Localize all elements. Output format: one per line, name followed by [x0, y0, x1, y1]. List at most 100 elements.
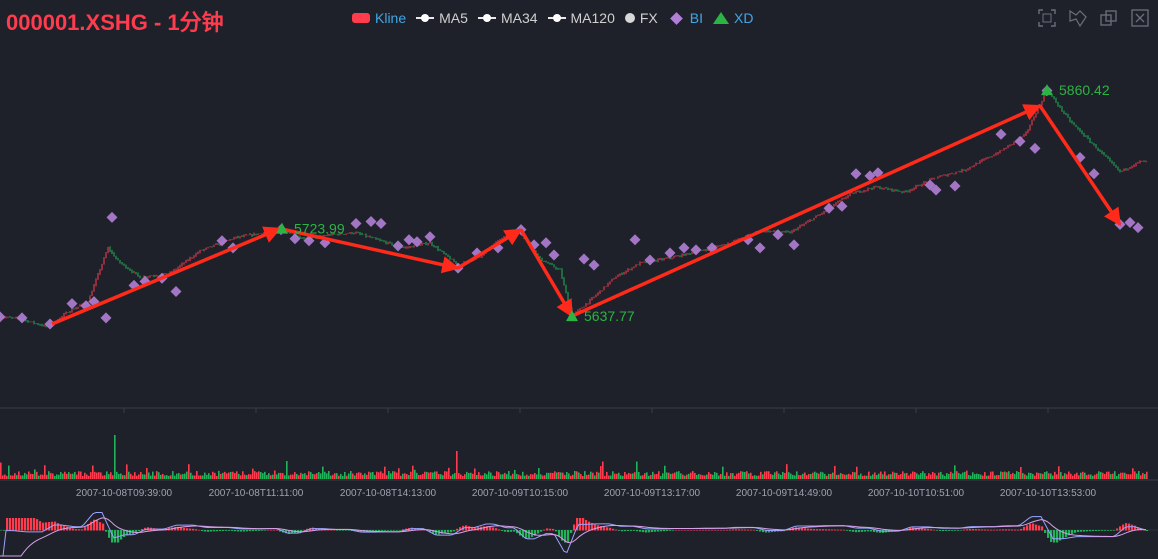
- volume-bar: [236, 471, 238, 479]
- volume-bar: [338, 475, 340, 479]
- volume-bar: [408, 475, 410, 479]
- volume-bar: [870, 475, 872, 479]
- macd-bar: [675, 529, 678, 531]
- macd-bar: [984, 529, 987, 531]
- macd-bar: [108, 530, 111, 538]
- volume-bar: [976, 473, 978, 479]
- volume-bar: [708, 472, 710, 479]
- macd-bar: [648, 530, 651, 533]
- volume-bar: [548, 472, 550, 479]
- volume-bar: [506, 474, 508, 479]
- save-image-icon[interactable]: [1130, 8, 1150, 28]
- macd-bar: [120, 530, 123, 540]
- volume-bar: [504, 472, 506, 479]
- x-tick-label: 2007-10-09T10:15:00: [472, 488, 569, 499]
- volume-bar: [460, 474, 462, 479]
- volume-bar: [8, 465, 10, 479]
- macd-bar: [1017, 529, 1020, 531]
- volume-bar: [1030, 472, 1032, 479]
- macd-bar: [1056, 530, 1059, 543]
- macd-bar: [486, 526, 489, 531]
- macd-bar: [57, 523, 60, 531]
- macd-bar: [1107, 530, 1110, 531]
- legend-item-kline[interactable]: Kline: [352, 10, 406, 26]
- restore-icon[interactable]: [1099, 8, 1119, 28]
- zoom-reset-icon[interactable]: [1068, 8, 1088, 28]
- macd-bar: [699, 529, 702, 531]
- volume-bar: [300, 472, 302, 479]
- volume-bar: [1014, 474, 1016, 479]
- macd-bar: [684, 529, 687, 531]
- legend-label: BI: [689, 10, 703, 26]
- macd-bar: [999, 529, 1002, 531]
- macd-bar: [1020, 528, 1023, 531]
- volume-bar: [672, 473, 674, 479]
- legend-item-ma5[interactable]: MA5: [416, 10, 468, 26]
- legend-item-xd[interactable]: XD: [713, 10, 753, 26]
- volume-bar: [706, 474, 708, 479]
- macd-bar: [180, 527, 183, 531]
- volume-bar: [160, 474, 162, 479]
- volume-bar: [866, 475, 868, 479]
- macd-bar: [1008, 529, 1011, 531]
- volume-bar: [98, 472, 100, 479]
- macd-bar: [315, 527, 318, 531]
- xd-marker: [276, 222, 288, 234]
- macd-bar: [189, 528, 192, 531]
- macd-bar: [747, 529, 750, 531]
- volume-bar: [74, 471, 76, 479]
- macd-bar: [654, 530, 657, 532]
- volume-bar: [754, 475, 756, 479]
- macd-bar: [690, 529, 693, 531]
- volume-bar: [980, 474, 982, 479]
- volume-bar: [128, 471, 130, 479]
- volume-bar: [768, 471, 770, 479]
- legend-item-bi[interactable]: BI: [668, 10, 703, 26]
- volume-bar: [0, 462, 2, 479]
- volume-bar: [986, 475, 988, 479]
- volume-bar: [948, 473, 950, 479]
- volume-bar: [742, 471, 744, 479]
- volume-bar: [120, 473, 122, 479]
- legend-item-fx[interactable]: FX: [624, 10, 658, 26]
- macd-bar: [876, 530, 879, 533]
- zoom-icon[interactable]: [1037, 8, 1057, 28]
- x-tick-label: 2007-10-10T10:51:00: [868, 488, 965, 499]
- macd-bar: [318, 528, 321, 531]
- bi-point: [392, 240, 404, 252]
- volume-bar: [1010, 474, 1012, 479]
- volume-bar: [422, 473, 424, 479]
- volume-bar: [494, 475, 496, 479]
- macd-bar: [732, 529, 735, 531]
- macd-bar: [516, 530, 519, 534]
- volume-bar: [350, 471, 352, 479]
- volume-bar: [582, 475, 584, 479]
- volume-bar: [1130, 474, 1132, 479]
- macd-bar: [192, 528, 195, 531]
- volume-bar: [984, 472, 986, 479]
- volume-bar: [1100, 472, 1102, 479]
- macd-bar: [771, 530, 774, 533]
- volume-bar: [982, 475, 984, 479]
- volume-bar: [154, 475, 156, 479]
- x-tick-label: 2007-10-09T14:49:00: [736, 488, 833, 499]
- volume-bar: [248, 474, 250, 479]
- legend-item-ma120[interactable]: MA120: [547, 10, 615, 26]
- legend-item-ma34[interactable]: MA34: [477, 10, 538, 26]
- macd-bar: [474, 527, 477, 531]
- macd-bar: [1095, 530, 1098, 531]
- macd-bar: [45, 522, 48, 531]
- volume-bar: [38, 475, 40, 479]
- macd-bar: [525, 530, 528, 539]
- macd-bar: [768, 530, 771, 533]
- macd-bar: [828, 529, 831, 531]
- macd-bar: [537, 530, 540, 534]
- volume-bar: [714, 472, 716, 479]
- macd-bar: [996, 529, 999, 531]
- volume-bar: [1120, 472, 1122, 479]
- volume-bar: [284, 475, 286, 479]
- volume-bar: [390, 473, 392, 479]
- volume-bar: [832, 472, 834, 479]
- volume-bar: [454, 473, 456, 479]
